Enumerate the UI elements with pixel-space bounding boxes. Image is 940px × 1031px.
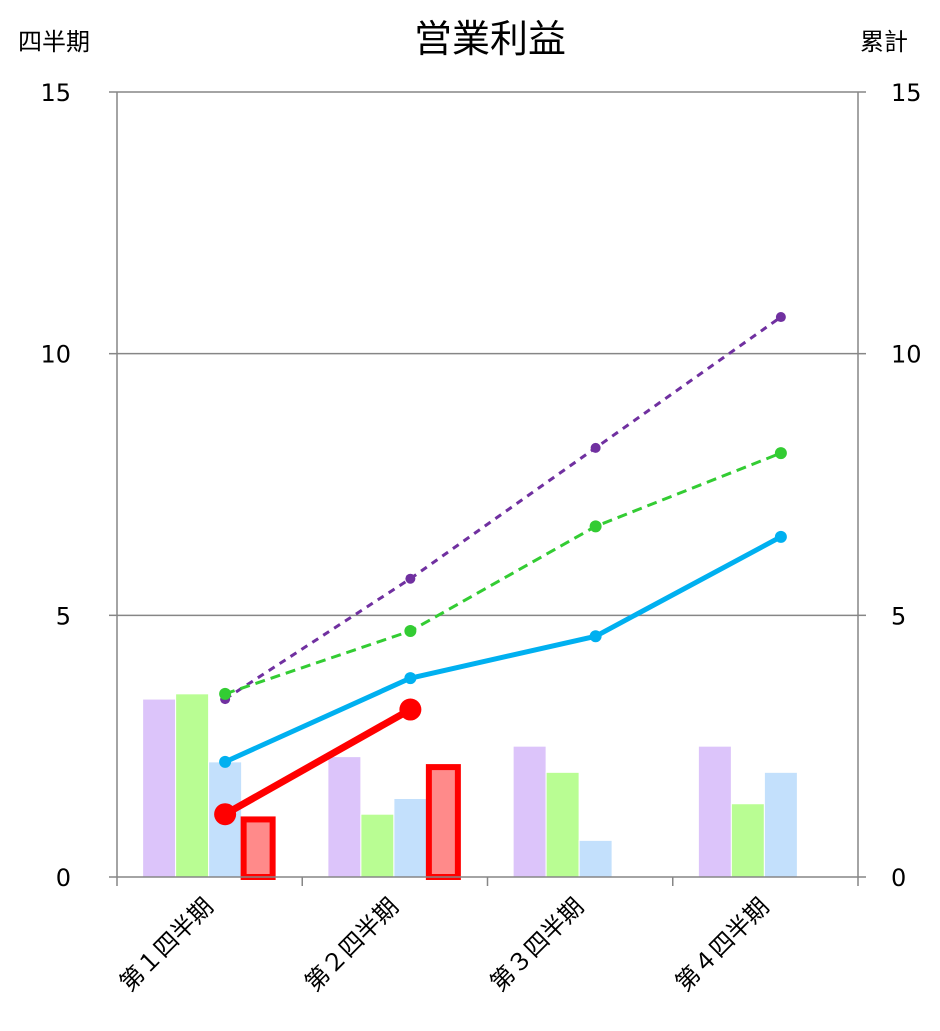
data-point	[219, 755, 232, 768]
y-tick-label-right: 0	[891, 864, 906, 892]
x-tick-label: 第２四半期	[299, 892, 404, 997]
data-point	[399, 698, 422, 721]
y-tick-label-left: 10	[40, 341, 71, 369]
data-point	[219, 687, 232, 700]
data-point	[774, 530, 787, 543]
grid	[117, 91, 858, 617]
x-tick-label: 第３四半期	[485, 892, 590, 997]
data-point	[404, 625, 417, 638]
x-tick-label: 第１四半期	[114, 892, 219, 997]
bar	[578, 839, 613, 878]
data-point	[590, 442, 601, 453]
data-point	[589, 520, 602, 533]
bar	[512, 745, 547, 878]
series-line	[224, 534, 783, 765]
axes	[109, 91, 866, 886]
left-axis-label: 四半期	[18, 28, 90, 56]
bar	[360, 813, 395, 878]
series-line	[223, 706, 413, 818]
y-tick-label-right: 15	[891, 79, 922, 107]
bar	[425, 764, 461, 880]
bar	[327, 756, 362, 878]
y-tick-label-left: 15	[40, 79, 71, 107]
data-point	[214, 803, 237, 826]
x-tick-label: 第４四半期	[670, 892, 775, 997]
bar	[175, 693, 210, 878]
data-point	[404, 672, 417, 685]
bar	[240, 816, 276, 881]
chart-title: 営業利益	[414, 17, 566, 61]
bar	[730, 803, 765, 878]
bar	[545, 771, 580, 878]
series-line	[224, 315, 782, 701]
bar	[697, 745, 732, 878]
series-line	[224, 451, 782, 696]
bar	[142, 698, 177, 878]
data-point	[589, 630, 602, 643]
x-tick-labels: 第１四半期 第２四半期 第３四半期 第４四半期	[114, 892, 774, 997]
y-tick-label-left: 0	[56, 864, 71, 892]
right-axis-label: 累計	[860, 28, 908, 56]
data-point	[775, 312, 786, 323]
y-tick-labels: 0 0 5 5 10 10 15 15	[40, 79, 921, 892]
y-tick-label-right: 5	[891, 602, 906, 630]
y-tick-label-right: 10	[891, 341, 922, 369]
data-point	[774, 447, 787, 460]
bar	[763, 771, 798, 878]
y-tick-label-left: 5	[56, 602, 71, 630]
data-point	[405, 573, 416, 584]
bars	[142, 693, 798, 881]
bar	[393, 798, 428, 878]
lines	[214, 312, 787, 826]
